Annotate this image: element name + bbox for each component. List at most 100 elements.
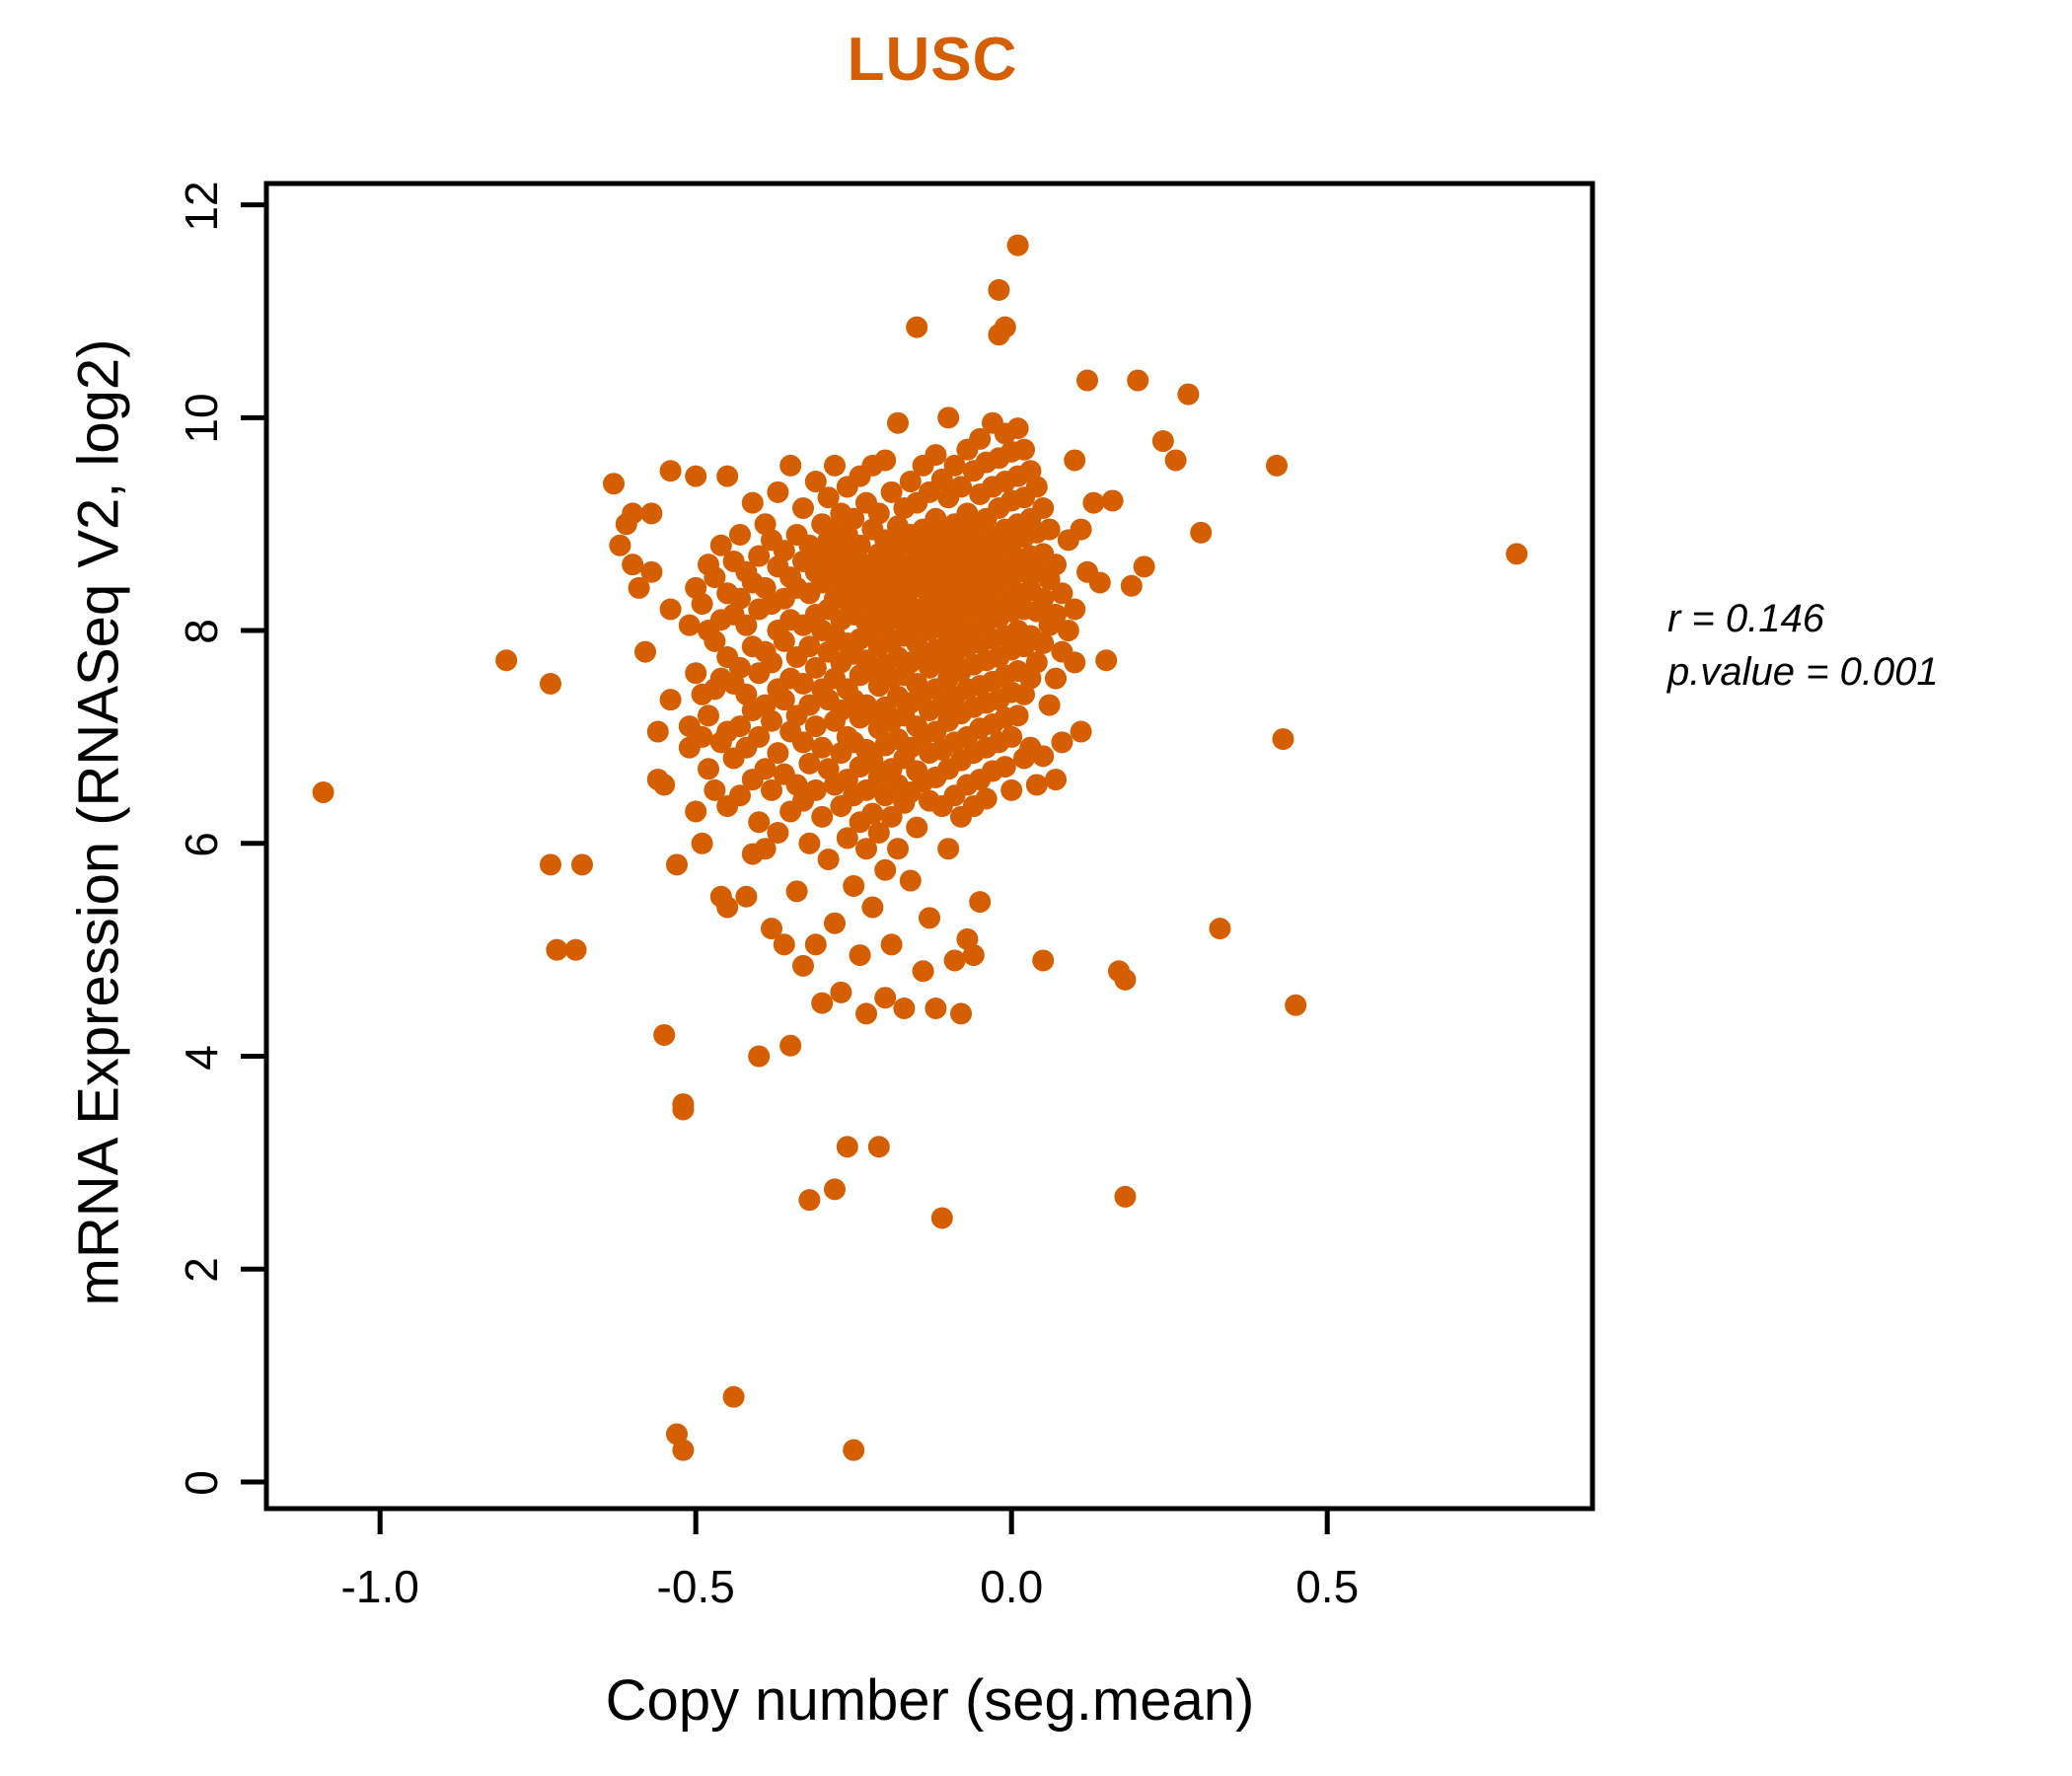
p-value-text: p.value = 0.001 [1667, 650, 1939, 694]
data-point [824, 1178, 846, 1201]
data-point [564, 938, 587, 961]
data-point [729, 523, 751, 546]
data-point [1133, 555, 1155, 578]
data-point [779, 454, 802, 477]
data-point [1025, 774, 1048, 796]
data-point [1045, 603, 1067, 626]
data-point [824, 454, 846, 477]
x-axis-label: Copy number (seg.mean) [605, 1668, 1255, 1733]
data-point [943, 949, 966, 972]
data-point [698, 758, 719, 780]
data-point [906, 316, 928, 338]
data-point [716, 896, 739, 919]
x-tick-label: -0.5 [656, 1561, 735, 1612]
data-point [1032, 745, 1055, 768]
data-point [773, 629, 795, 652]
data-point [1038, 694, 1061, 716]
data-point [867, 502, 890, 525]
data-point [729, 715, 751, 738]
data-point [540, 853, 561, 876]
data-point [761, 778, 782, 801]
data-point [773, 689, 795, 711]
data-point [1051, 582, 1073, 605]
data-point [1064, 598, 1086, 621]
data-point [1057, 620, 1079, 642]
data-point [925, 444, 947, 467]
data-point [830, 981, 852, 1003]
data-point [748, 725, 771, 748]
data-point [1038, 518, 1061, 541]
data-point [761, 709, 782, 732]
data-point [1064, 449, 1086, 472]
data-point [867, 822, 890, 845]
data-point [735, 614, 758, 636]
data-point [640, 560, 663, 583]
data-point [855, 838, 877, 860]
data-point [1013, 438, 1035, 461]
data-point [691, 593, 713, 616]
data-point [634, 640, 656, 663]
data-point [798, 694, 821, 716]
data-point [798, 1189, 821, 1212]
data-point [817, 848, 840, 870]
data-point [804, 778, 827, 801]
data-point [792, 497, 814, 520]
data-point [722, 1385, 745, 1408]
data-point [685, 662, 707, 685]
data-point [748, 1045, 771, 1068]
data-point [672, 1439, 695, 1461]
data-point [659, 689, 682, 711]
data-point [937, 407, 960, 429]
data-point [1088, 571, 1111, 594]
data-point [685, 465, 707, 487]
data-point [754, 758, 777, 780]
data-point [312, 781, 334, 804]
data-point [748, 545, 771, 567]
data-point [703, 629, 726, 652]
data-point [609, 534, 631, 556]
data-point [975, 787, 998, 810]
data-point [887, 411, 909, 434]
data-point [874, 449, 897, 472]
data-point [880, 481, 903, 503]
data-point [1127, 369, 1149, 392]
y-tick-label: 0 [176, 1470, 227, 1496]
data-point [1032, 497, 1055, 520]
data-point [893, 998, 916, 1020]
data-point [817, 486, 840, 509]
data-points [312, 234, 1528, 1461]
data-point [773, 933, 795, 956]
data-point [779, 1034, 802, 1057]
data-point [1076, 369, 1098, 392]
data-point [709, 534, 732, 556]
data-point [1025, 476, 1048, 498]
data-point [836, 1136, 858, 1158]
data-point [1120, 574, 1143, 597]
data-point [1082, 491, 1105, 514]
data-point [1045, 667, 1067, 690]
data-point [798, 635, 821, 658]
data-point [703, 778, 726, 801]
data-point [861, 749, 884, 772]
y-tick-label: 6 [176, 832, 227, 857]
data-point [849, 534, 871, 556]
data-point [622, 502, 644, 525]
data-point [1151, 430, 1174, 453]
data-point [735, 885, 758, 908]
data-point [798, 832, 821, 854]
x-tick-label: 0.5 [1295, 1561, 1360, 1612]
data-point [603, 473, 625, 495]
data-point [804, 933, 827, 956]
data-point [685, 800, 707, 823]
data-point [1006, 417, 1029, 440]
y-tick-label: 8 [176, 619, 227, 644]
x-tick-label: 0.0 [980, 1561, 1044, 1612]
data-point [741, 491, 764, 514]
data-point [1045, 769, 1067, 791]
data-point [988, 278, 1010, 301]
data-point [1114, 968, 1137, 991]
data-point [1101, 489, 1124, 512]
page-title: LUSC [847, 26, 1018, 94]
